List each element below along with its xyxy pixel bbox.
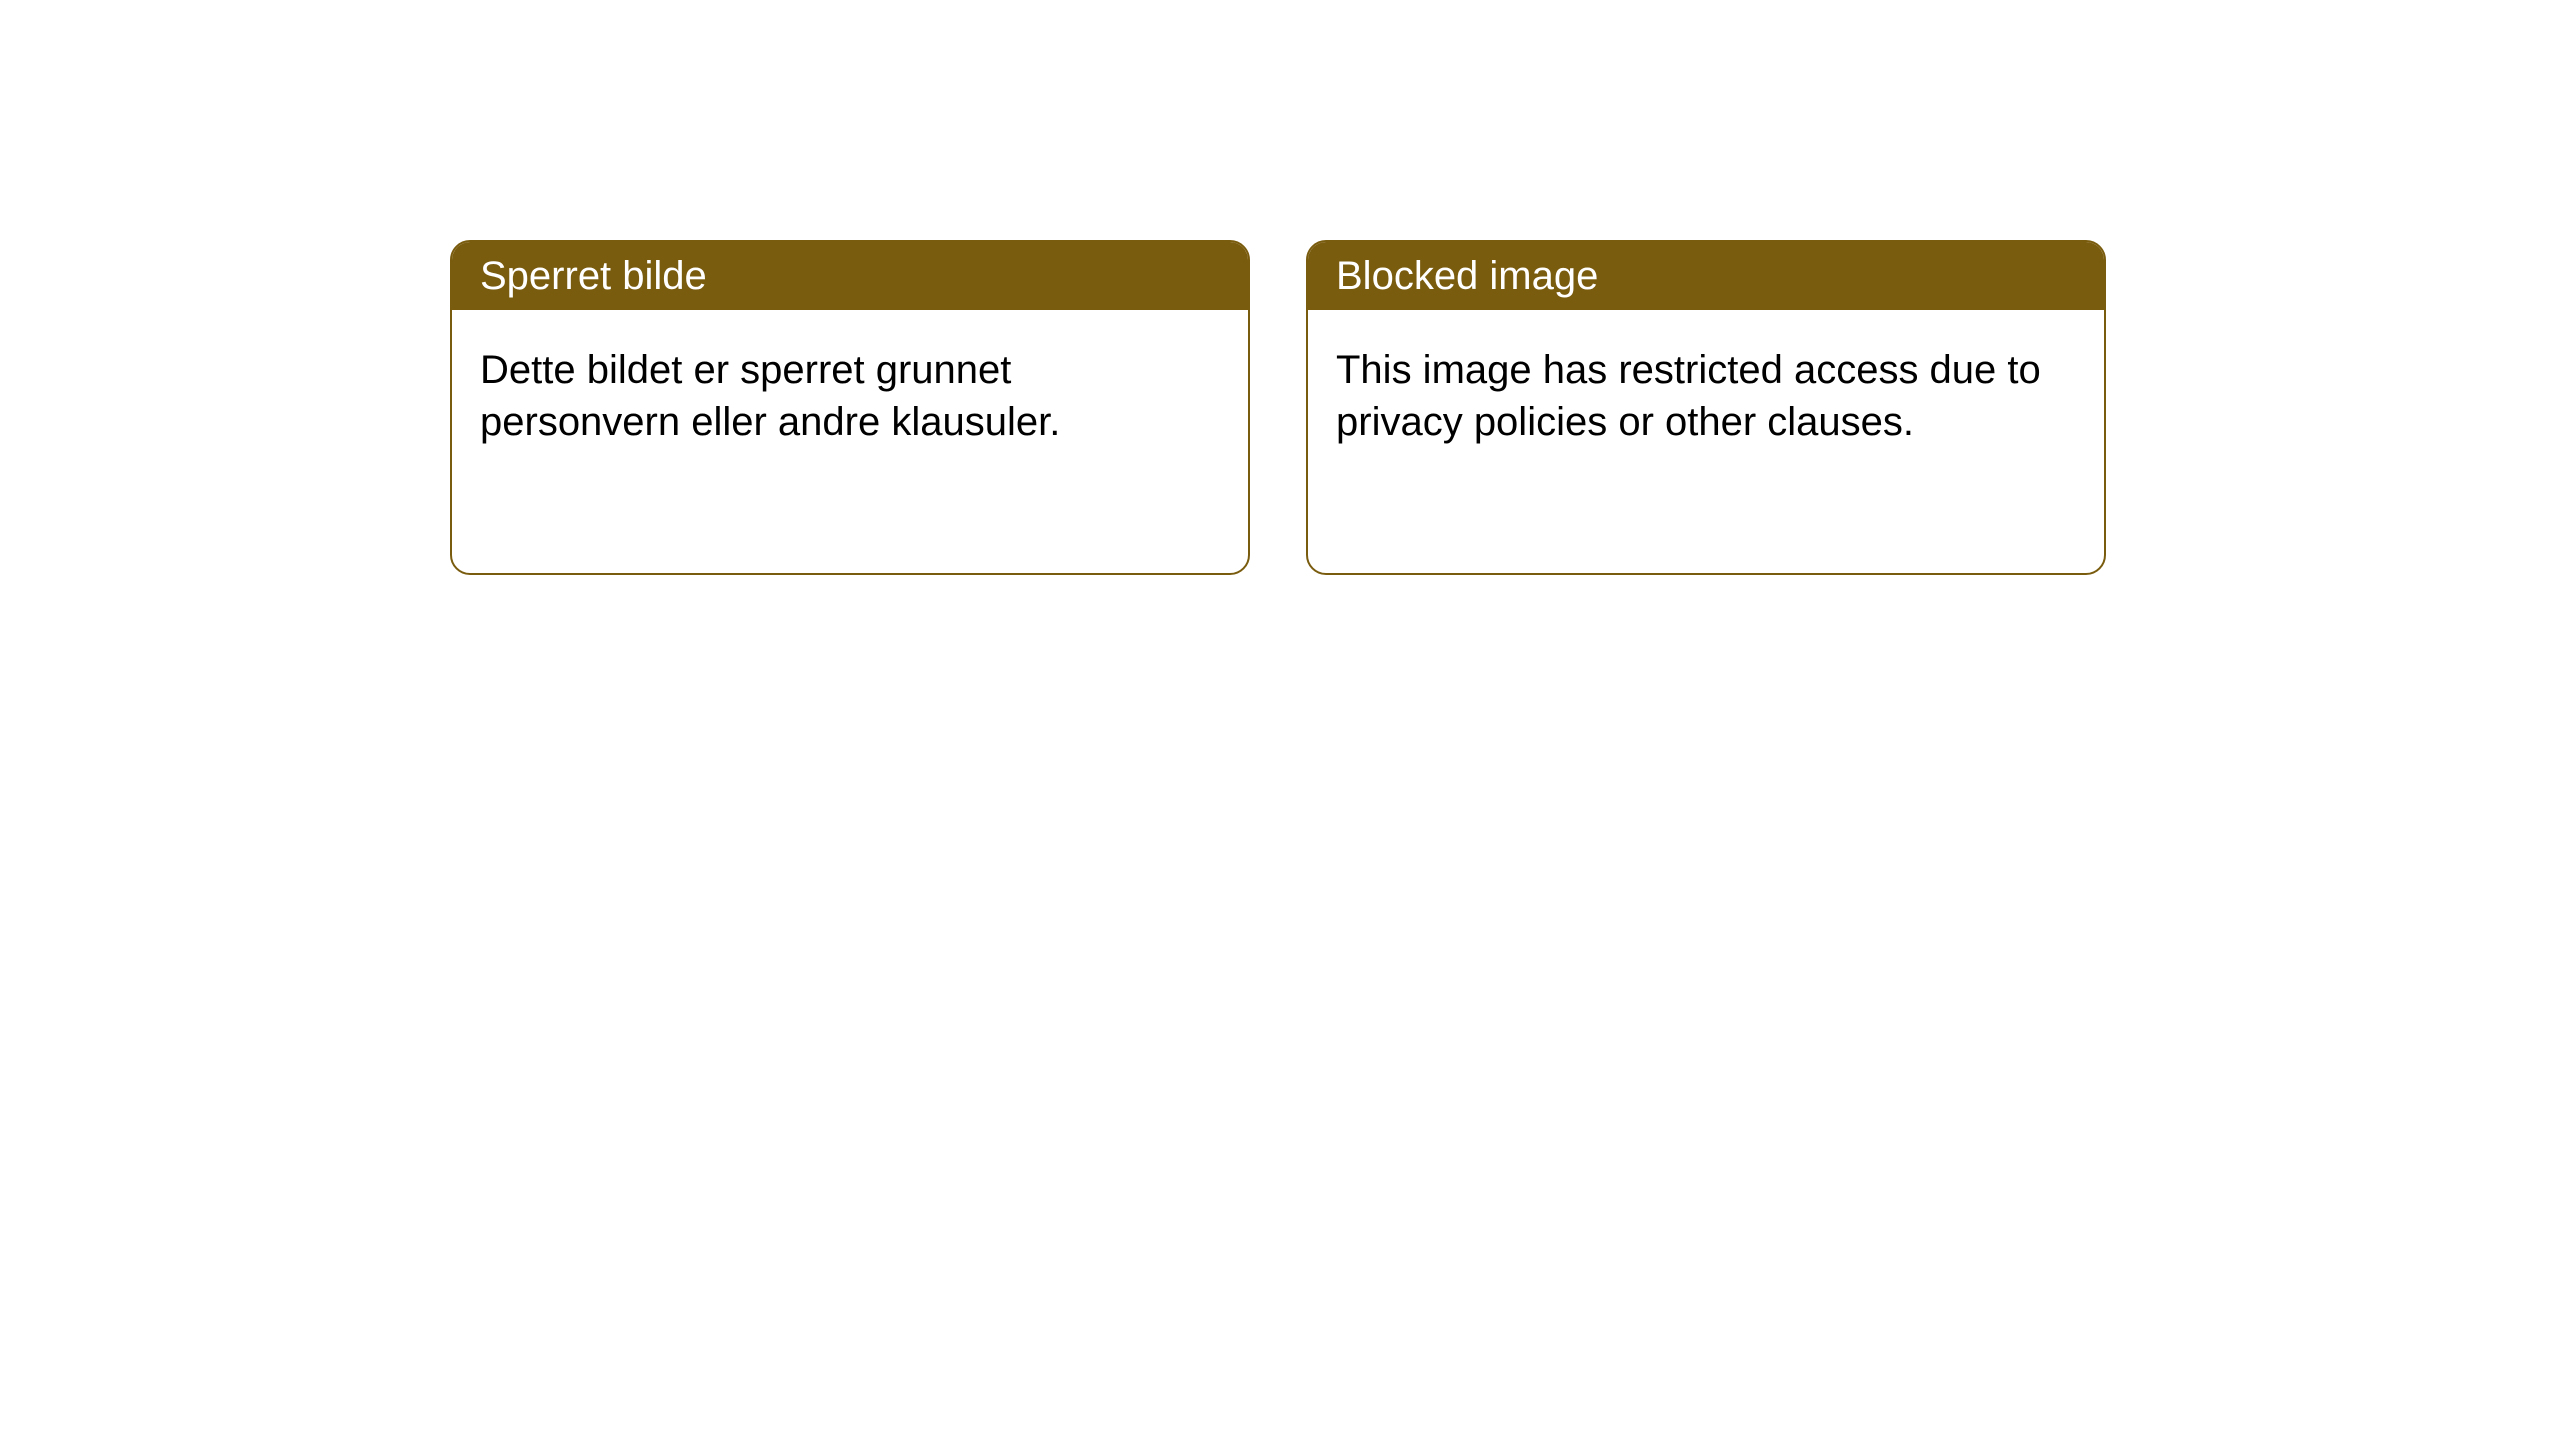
card-body-en: This image has restricted access due to … [1308, 310, 2104, 482]
card-body-no: Dette bildet er sperret grunnet personve… [452, 310, 1248, 482]
card-header-en: Blocked image [1308, 242, 2104, 310]
blocked-image-card-en: Blocked image This image has restricted … [1306, 240, 2106, 575]
blocked-image-card-no: Sperret bilde Dette bildet er sperret gr… [450, 240, 1250, 575]
card-header-no: Sperret bilde [452, 242, 1248, 310]
cards-container: Sperret bilde Dette bildet er sperret gr… [0, 0, 2560, 575]
